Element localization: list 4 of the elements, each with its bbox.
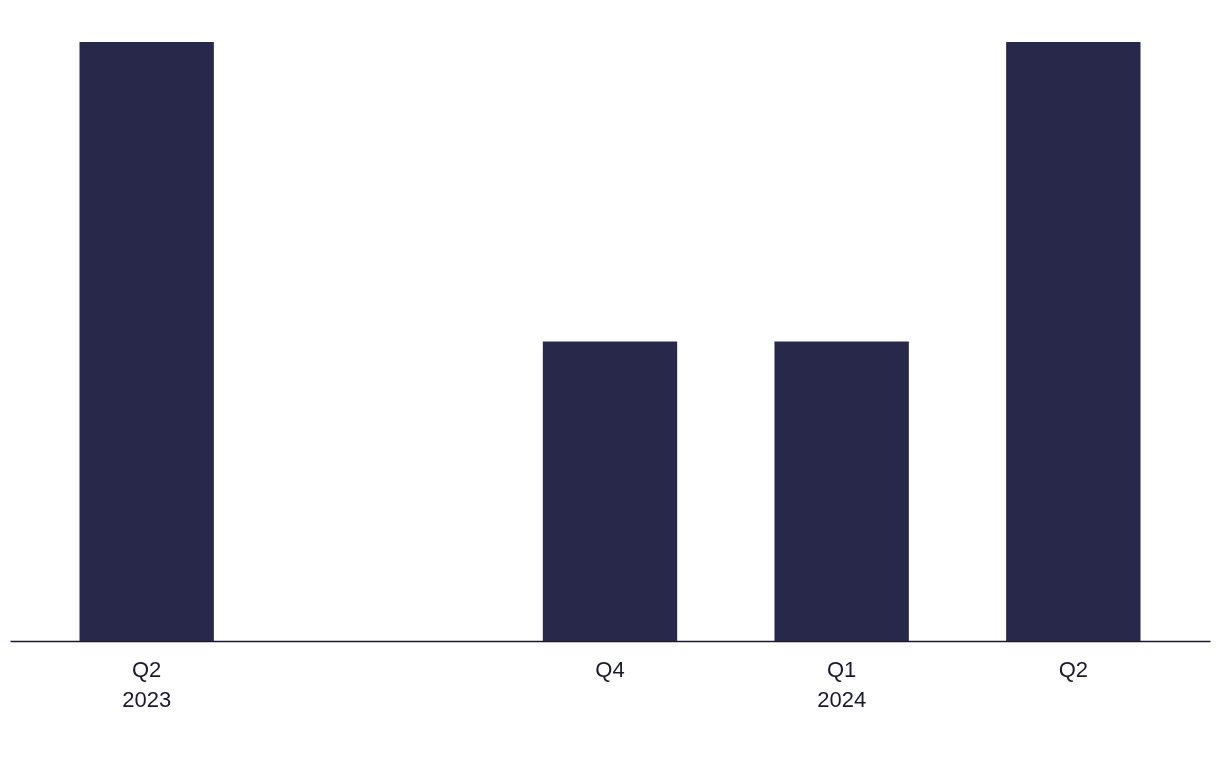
x-tick-label: Q2 2023 [122,656,172,712]
x-tick-label: Q1 2024 [817,656,867,712]
x-tick-label: Q2 [1058,656,1088,682]
x-tick-label: Q4 [595,656,625,682]
